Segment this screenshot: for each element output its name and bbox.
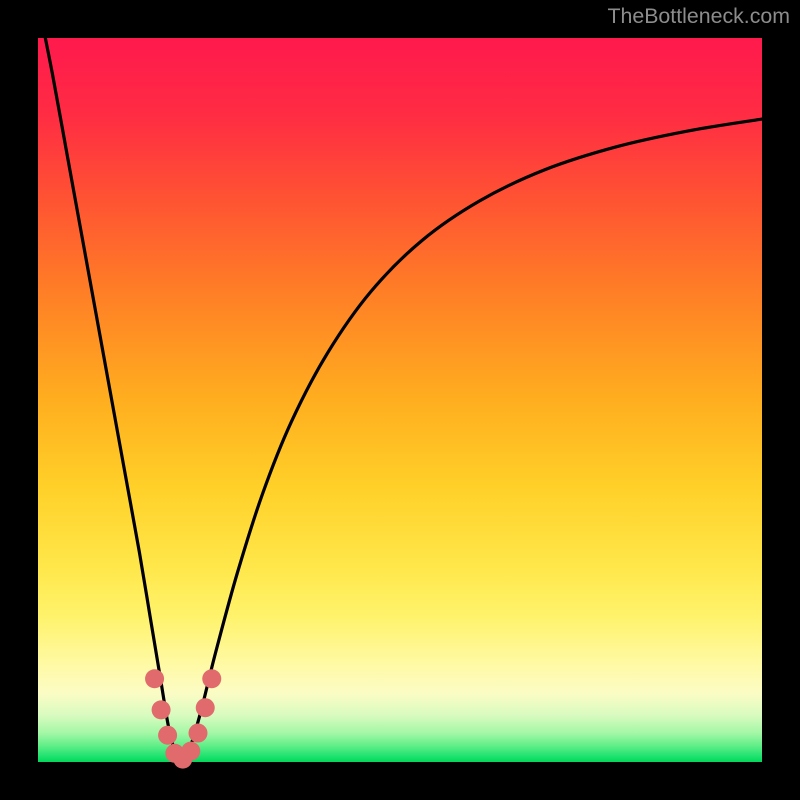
curve-marker xyxy=(152,700,171,719)
curve-marker xyxy=(189,724,208,743)
plot-area xyxy=(38,38,762,762)
curve-marker xyxy=(158,726,177,745)
curve-layer xyxy=(38,38,762,762)
chart-canvas: TheBottleneck.com xyxy=(0,0,800,800)
curve-marker xyxy=(196,698,215,717)
bottleneck-curve xyxy=(38,2,762,763)
curve-markers xyxy=(145,669,221,768)
curve-marker xyxy=(181,742,200,761)
curve-marker xyxy=(202,669,221,688)
watermark-text: TheBottleneck.com xyxy=(607,4,790,29)
curve-marker xyxy=(145,669,164,688)
